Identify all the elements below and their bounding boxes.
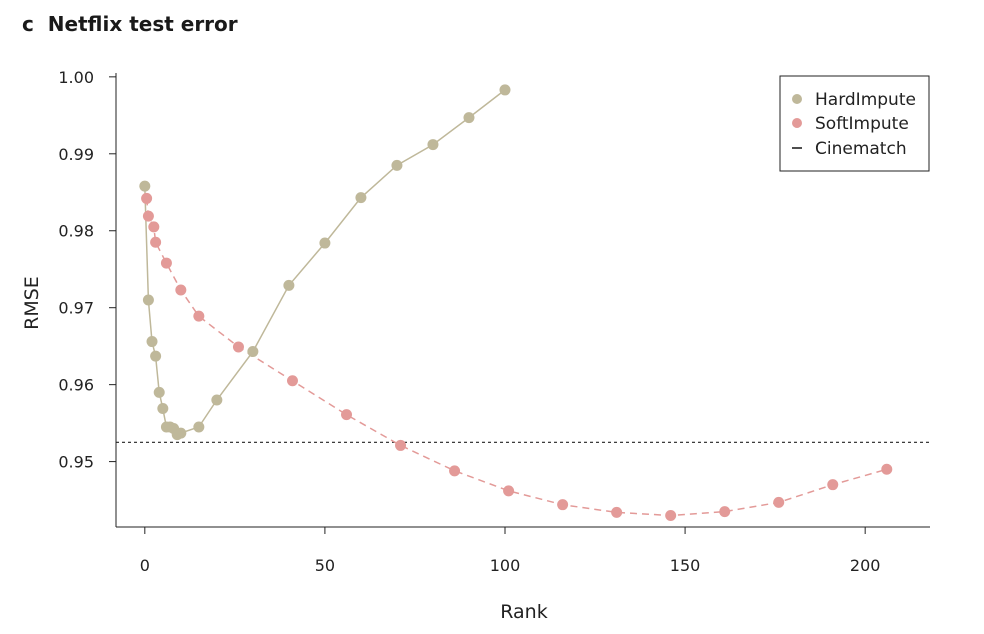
hardimpute-point xyxy=(463,112,475,124)
x-axis-title: Rank xyxy=(500,601,547,623)
hardimpute-point xyxy=(150,350,162,362)
hardimpute-point xyxy=(193,421,205,433)
x-tick-label: 150 xyxy=(670,556,701,575)
hardimpute-point xyxy=(283,279,295,291)
hardimpute-point xyxy=(175,427,187,439)
legend-box xyxy=(779,75,930,172)
hardimpute-point xyxy=(146,336,158,348)
legend-marker-hardimpute xyxy=(792,94,802,104)
softimpute-point xyxy=(141,192,153,204)
legend-label-cinematch: Cinematch xyxy=(815,139,907,159)
softimpute-line xyxy=(145,198,888,517)
x-tick-label: 200 xyxy=(850,556,881,575)
x-tick-label: 0 xyxy=(140,556,150,575)
softimpute-point xyxy=(827,479,839,491)
softimpute-point xyxy=(395,439,407,451)
hardimpute-point xyxy=(157,402,169,414)
softimpute-point xyxy=(175,284,187,296)
hardimpute-point xyxy=(391,159,403,171)
softimpute-point xyxy=(557,499,569,511)
chart-title: Netflix test error xyxy=(47,12,238,36)
softimpute-point xyxy=(148,221,160,233)
x-tick-label: 50 xyxy=(315,556,335,575)
hardimpute-point xyxy=(211,394,223,406)
hardimpute-point xyxy=(499,84,511,96)
y-tick-label: 0.95 xyxy=(58,453,94,472)
hardimpute-point xyxy=(427,139,439,151)
hardimpute-point xyxy=(142,294,154,306)
softimpute-point xyxy=(881,463,893,475)
softimpute-point xyxy=(193,310,205,322)
y-axis-title: RMSE xyxy=(21,276,43,330)
softimpute-point xyxy=(773,496,785,508)
hardimpute-point xyxy=(139,180,151,192)
softimpute-point xyxy=(160,257,172,269)
y-tick-label: 0.99 xyxy=(58,145,94,164)
x-tick-label: 100 xyxy=(490,556,521,575)
hardimpute-point xyxy=(355,192,367,204)
softimpute-point xyxy=(611,506,623,518)
softimpute-point xyxy=(503,485,515,497)
softimpute-point xyxy=(150,236,162,248)
softimpute-point xyxy=(286,375,298,387)
softimpute-point xyxy=(449,465,461,477)
hardimpute-point xyxy=(247,346,259,358)
series-lines xyxy=(144,89,888,517)
y-tick-label: 0.98 xyxy=(58,222,94,241)
softimpute-point xyxy=(142,210,154,222)
legend-marker-softimpute xyxy=(792,118,802,128)
x-ticks: 0 50 100 150 200 xyxy=(140,527,881,575)
legend-label-hardimpute: HardImpute xyxy=(815,90,916,110)
y-tick-label: 1.00 xyxy=(58,68,94,87)
hardimpute-line xyxy=(144,89,506,436)
softimpute-point xyxy=(341,409,353,421)
hardimpute-point xyxy=(319,237,331,249)
softimpute-point xyxy=(719,506,731,518)
hardimpute-point xyxy=(153,386,165,398)
y-ticks: 0.95 0.96 0.97 0.98 0.99 1.00 xyxy=(58,68,116,472)
panel-letter: c xyxy=(22,12,34,36)
y-tick-label: 0.97 xyxy=(58,299,94,318)
legend-label-softimpute: SoftImpute xyxy=(815,114,909,134)
softimpute-point xyxy=(232,341,244,353)
panel-title: c Netflix test error xyxy=(22,12,238,36)
axes xyxy=(115,73,930,528)
softimpute-point xyxy=(665,509,677,521)
series-points xyxy=(139,84,893,521)
y-tick-label: 0.96 xyxy=(58,376,94,395)
legend: HardImpute SoftImpute Cinematch xyxy=(779,75,930,172)
